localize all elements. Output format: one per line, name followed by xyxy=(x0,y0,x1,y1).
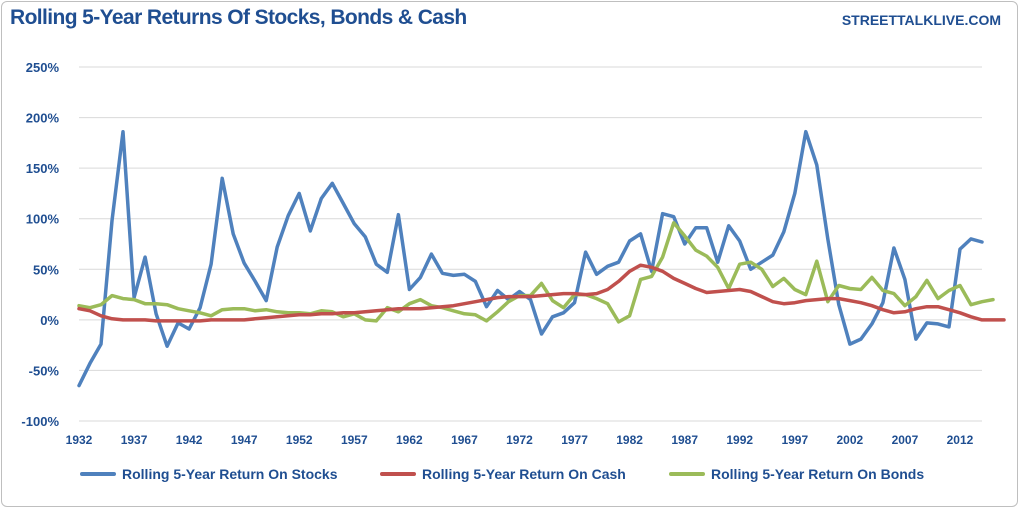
legend-swatch-stocks xyxy=(80,472,116,476)
y-tick-label: 0% xyxy=(40,313,59,328)
y-tick-label: 150% xyxy=(26,161,60,176)
legend-label-bonds: Rolling 5-Year Return On Bonds xyxy=(711,466,925,482)
y-tick-label: 50% xyxy=(33,262,59,277)
cash-line xyxy=(77,263,1006,323)
x-tick-label: 1992 xyxy=(726,433,753,447)
x-tick-label: 1947 xyxy=(231,433,258,447)
x-tick-label: 1957 xyxy=(341,433,368,447)
x-tick-label: 1982 xyxy=(616,433,643,447)
x-tick-label: 2012 xyxy=(947,433,974,447)
legend-item-stocks: Rolling 5-Year Return On Stocks xyxy=(80,466,338,482)
x-tick-label: 1977 xyxy=(561,433,588,447)
legend-swatch-cash xyxy=(380,472,416,476)
stocks-line xyxy=(77,129,984,388)
x-tick-label: 1937 xyxy=(121,433,148,447)
x-tick-label: 1952 xyxy=(286,433,313,447)
x-tick-label: 1997 xyxy=(781,433,808,447)
legend-item-cash: Rolling 5-Year Return On Cash xyxy=(380,466,626,482)
legend-label-cash: Rolling 5-Year Return On Cash xyxy=(422,466,626,482)
y-tick-label: 100% xyxy=(26,212,60,227)
legend-swatch-bonds xyxy=(669,472,705,476)
x-tick-label: 1987 xyxy=(671,433,698,447)
legend-label-stocks: Rolling 5-Year Return On Stocks xyxy=(122,466,338,482)
y-tick-label: -50% xyxy=(29,363,60,378)
series-lines xyxy=(77,129,1006,388)
x-tick-label: 1972 xyxy=(506,433,533,447)
y-tick-label: 200% xyxy=(26,111,60,126)
y-tick-label: -100% xyxy=(21,414,59,429)
x-tick-label: 1962 xyxy=(396,433,423,447)
y-axis-ticks: -100% -50% 0% 50% 100% 150% 200% 250% xyxy=(21,60,59,429)
chart-title: Rolling 5-Year Returns Of Stocks, Bonds … xyxy=(10,6,467,29)
brand-watermark: STREETTALKLIVE.COM xyxy=(841,12,1001,28)
y-tick-label: 250% xyxy=(26,60,60,75)
x-axis-ticks: 1932 1937 1942 1947 1952 1957 1962 1967 1972 1977… xyxy=(66,433,974,447)
x-tick-label: 2007 xyxy=(892,433,919,447)
x-tick-label: 1967 xyxy=(451,433,478,447)
legend-item-bonds: Rolling 5-Year Return On Bonds xyxy=(669,466,924,482)
bonds-line xyxy=(77,221,995,324)
x-tick-label: 2002 xyxy=(837,433,864,447)
legend: Rolling 5-Year Return On Stocks Rolling … xyxy=(0,466,1019,488)
x-tick-label: 1942 xyxy=(176,433,203,447)
x-tick-label: 1932 xyxy=(66,433,93,447)
